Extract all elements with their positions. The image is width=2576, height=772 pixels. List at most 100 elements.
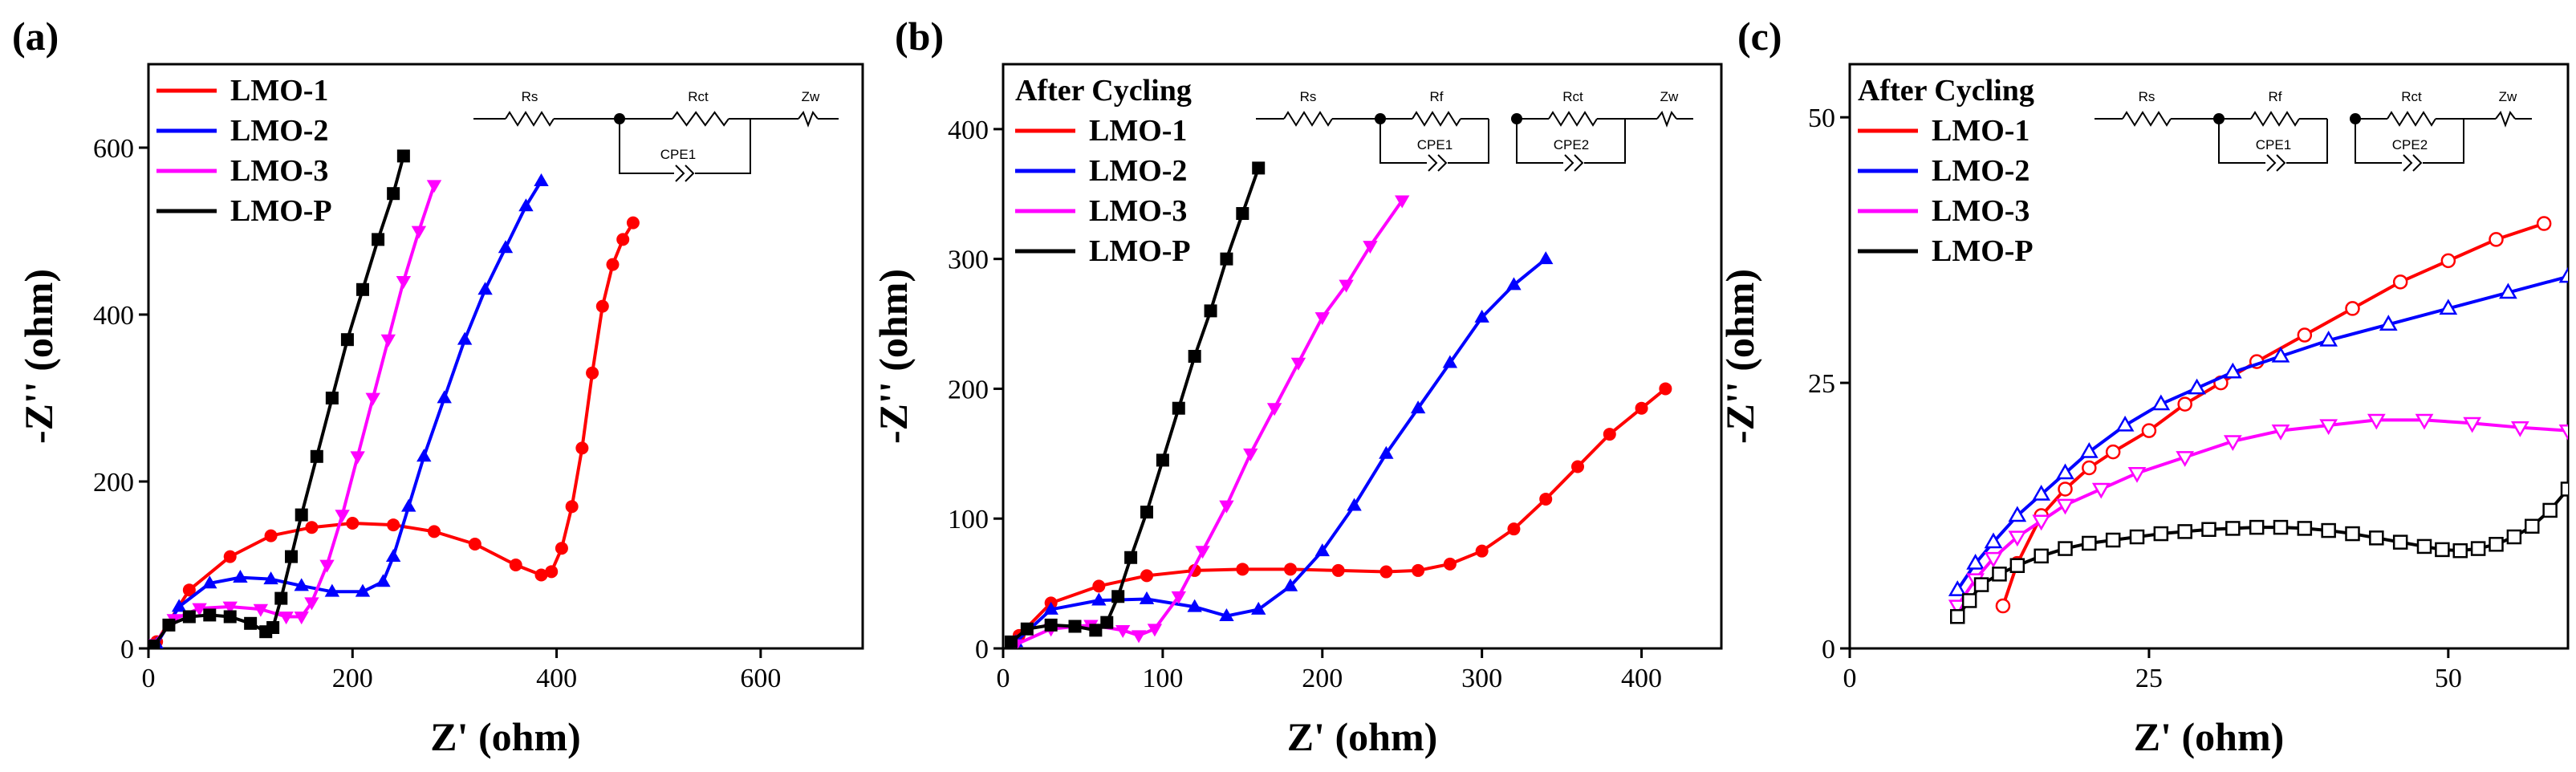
data-point: [2345, 301, 2360, 316]
circuit-label-zw: Zw: [802, 89, 820, 104]
data-point: [1347, 498, 1362, 511]
resistor-symbol: [505, 111, 555, 127]
data-point: [2489, 232, 2504, 247]
data-point: [616, 233, 630, 246]
data-point: [148, 639, 160, 648]
wire: [1584, 119, 1626, 164]
data-point: [233, 570, 248, 583]
circuit-label-cpe1: CPE1: [660, 147, 696, 162]
data-point: [1379, 445, 1394, 459]
legend-label: LMO-P: [230, 194, 332, 228]
cpe-symbol: [2403, 154, 2413, 172]
series-lmo-3: [148, 180, 442, 648]
data-point: [1379, 565, 1393, 579]
data-point: [2470, 541, 2486, 556]
data-point: [437, 390, 452, 404]
data-point: [2223, 362, 2242, 379]
data-point: [1124, 551, 1138, 564]
x-axis-title: Z' (ohm): [430, 714, 581, 759]
wire: [2355, 119, 2402, 164]
data-point: [1314, 543, 1330, 557]
data-point: [295, 508, 308, 522]
data-point: [2415, 413, 2434, 430]
cpe-symbol: [2412, 154, 2423, 172]
wire: [2423, 119, 2464, 164]
plot-frame: [1848, 63, 2570, 650]
data-point: [534, 568, 548, 582]
data-point: [1131, 630, 1147, 644]
data-point: [387, 187, 400, 201]
data-point: [2319, 331, 2338, 347]
y-axis-title: -Z'' (ohm): [16, 269, 61, 444]
data-point: [305, 521, 319, 534]
data-point: [575, 441, 589, 455]
data-point: [2558, 266, 2568, 283]
data-point: [1195, 546, 1210, 559]
wire: [1516, 119, 1563, 164]
data-point: [264, 529, 278, 542]
y-tick-label: 600: [93, 134, 134, 164]
data-point: [401, 498, 416, 512]
data-point: [340, 333, 354, 347]
x-axis-title: Z' (ohm): [1287, 714, 1438, 759]
data-point: [2463, 416, 2482, 433]
chart-panel-c: (c) 0 25 50 0 25 50 Z' (ohm) -Z'' (ohm) After Cyc…: [1717, 14, 2570, 759]
data-point: [2079, 442, 2099, 458]
data-point: [1571, 460, 1584, 473]
warburg-symbol: [1656, 110, 1677, 128]
data-point: [457, 331, 473, 345]
data-point: [555, 542, 568, 555]
data-point: [1204, 304, 1217, 318]
circuit-label-rct: Rct: [688, 89, 709, 104]
data-point: [2536, 216, 2552, 231]
data-point: [1282, 578, 1298, 591]
data-point: [2345, 526, 2360, 542]
circuit-label-rs: Rs: [1300, 89, 1317, 104]
data-point: [2297, 327, 2313, 343]
x-tick-label: 200: [1302, 664, 1343, 693]
data-point: [2177, 524, 2192, 539]
data-point: [365, 392, 380, 406]
data-point: [1284, 563, 1297, 576]
data-point: [1410, 400, 1426, 414]
data-point: [2542, 502, 2558, 518]
x-tick-label: 25: [2135, 664, 2163, 693]
data-point: [2392, 534, 2408, 550]
series-line: [152, 185, 436, 646]
data-point: [2440, 253, 2456, 269]
data-point: [2141, 423, 2157, 438]
y-tick-label: 0: [120, 635, 134, 664]
legend-label: LMO-P: [1932, 234, 2034, 268]
data-point: [372, 233, 385, 246]
series-line: [1018, 387, 1667, 637]
data-point: [1251, 601, 1266, 615]
data-point: [2297, 521, 2313, 536]
data-point: [192, 603, 207, 616]
data-point: [1474, 309, 1489, 323]
data-point: [222, 601, 238, 615]
plot-area: [1004, 161, 1672, 648]
data-point: [1100, 616, 1114, 629]
data-point: [2249, 519, 2265, 535]
data-point: [1961, 593, 1977, 608]
data-point: [518, 198, 534, 212]
x-tick-label: 50: [2435, 664, 2462, 693]
data-point: [2105, 532, 2121, 548]
data-point: [2009, 558, 2025, 574]
x-tick-label: 100: [1142, 664, 1183, 693]
data-point: [2032, 484, 2051, 501]
x-tick-label: 0: [142, 664, 156, 693]
data-point: [1966, 554, 1985, 570]
data-point: [2056, 463, 2074, 480]
data-point: [2379, 315, 2398, 331]
data-point: [2032, 514, 2051, 531]
cpe-symbol: [2276, 154, 2286, 172]
data-point: [477, 282, 493, 295]
circuit-label-zw: Zw: [1660, 89, 1679, 104]
legend-label: LMO-1: [1932, 114, 2030, 148]
data-point: [1140, 569, 1153, 583]
data-point: [2452, 542, 2468, 559]
data-point: [1992, 567, 2007, 582]
x-tick-label: 0: [1843, 664, 1857, 693]
after-cycling-label: After Cycling: [1015, 74, 1192, 108]
